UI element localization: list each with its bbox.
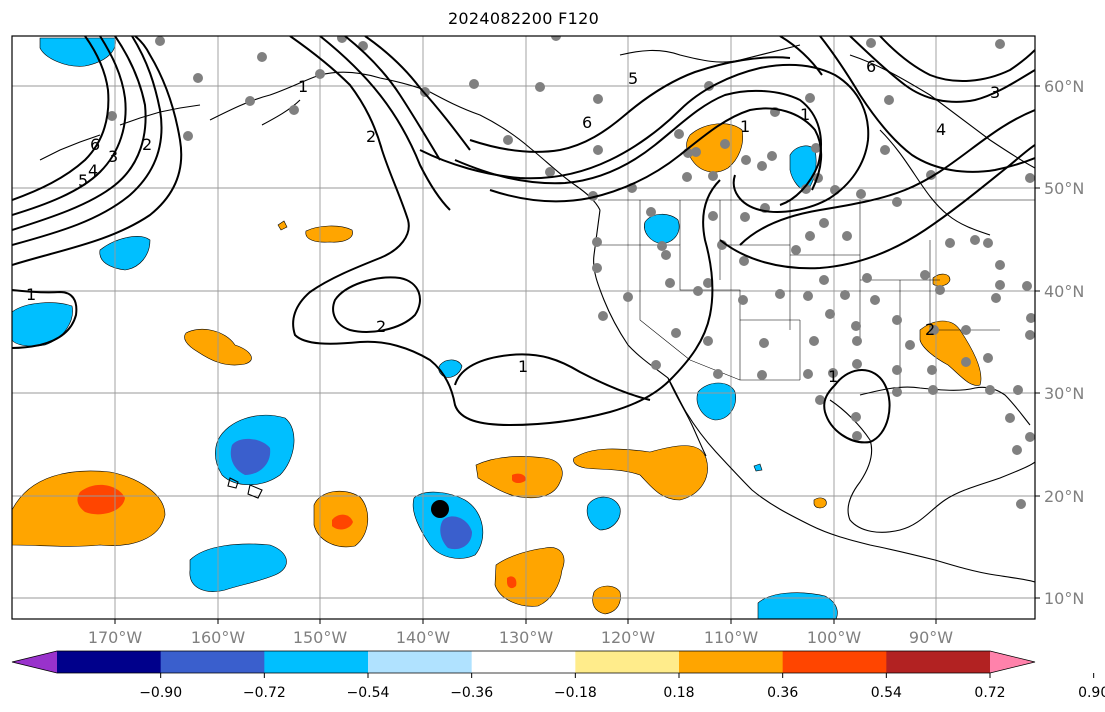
colorbar-tick-label: 0.36 — [767, 685, 798, 701]
colorbar-ticks: −0.90 −0.72 −0.54 −0.36 −0.18 0.18 0.36 0.54 0.7… — [139, 673, 1105, 701]
contour-label: 5 — [78, 171, 88, 190]
colorbar-tick-label: −0.90 — [139, 685, 182, 701]
colorbar-extend-max — [990, 651, 1035, 673]
negative-anomaly-region — [99, 236, 151, 271]
positive-anomaly-region — [919, 320, 982, 386]
colorbar-segment — [782, 651, 887, 673]
positive-anomaly-region — [77, 484, 125, 515]
positive-anomaly-region — [332, 514, 353, 530]
colorbar-segment — [264, 651, 369, 673]
positive-anomaly-region — [512, 473, 526, 483]
contour-label: 6 — [90, 135, 100, 154]
colorbar-tick-label: 0.54 — [871, 685, 902, 701]
negative-anomaly-region — [440, 516, 472, 550]
lat-label: 30°N — [1044, 384, 1084, 403]
contour-lines — [12, 36, 1035, 444]
positive-anomaly-region — [494, 547, 565, 607]
colorbar-segment — [57, 651, 162, 673]
contour-label: 1 — [740, 117, 750, 136]
contour-labels: 1 2 3 4 5 6 2 1 1 2 1 1 1 2 5 6 3 4 6 — [26, 57, 1000, 386]
negative-anomaly-region — [757, 592, 838, 619]
political-boundaries — [598, 199, 1035, 390]
storm-center-marker — [431, 500, 449, 518]
contour-label: 2 — [376, 317, 386, 336]
lon-label: 120°W — [601, 628, 656, 647]
colorbar-segment — [886, 651, 991, 673]
longitude-labels: 170°W 160°W 150°W 140°W 130°W 120°W 110°… — [88, 628, 953, 647]
contour-label: 1 — [518, 357, 528, 376]
colorbar-tick-label: −0.18 — [554, 685, 597, 701]
lon-label: 160°W — [191, 628, 246, 647]
lat-label: 20°N — [1044, 487, 1084, 506]
contour-label: 5 — [628, 69, 638, 88]
contour-label: 3 — [108, 147, 118, 166]
contour-label: 1 — [298, 77, 308, 96]
negative-anomaly-region — [12, 302, 73, 347]
gridlines — [12, 36, 1035, 619]
colorbar-segments — [11, 650, 1036, 674]
positive-anomaly-region — [277, 220, 288, 231]
coastlines — [39, 44, 1035, 583]
lat-label: 40°N — [1044, 282, 1084, 301]
lon-label: 170°W — [88, 628, 143, 647]
positive-anomaly-region — [592, 585, 621, 615]
contour-label: 1 — [800, 105, 810, 124]
colorbar-segment — [471, 651, 576, 673]
negative-anomaly-region — [230, 438, 271, 475]
negative-anomaly-region — [586, 496, 621, 531]
colorbar-segment — [160, 651, 265, 673]
colorbar-tick-label: −0.54 — [347, 685, 390, 701]
colorbar-tick-label: 0.90 — [1078, 685, 1105, 701]
colorbar-tick-label: −0.72 — [243, 685, 286, 701]
positive-anomaly-region — [573, 445, 708, 501]
positive-anomaly-region — [305, 225, 353, 243]
lon-label: 100°W — [807, 628, 862, 647]
positive-anomaly-region — [507, 576, 517, 589]
anomaly-fill-layer — [12, 37, 982, 619]
contour-label: 4 — [88, 161, 98, 180]
contour-label: 1 — [828, 367, 838, 386]
lon-label: 130°W — [499, 628, 554, 647]
station-dots — [107, 36, 1035, 509]
contour-label: 3 — [990, 83, 1000, 102]
colorbar-segment — [679, 651, 784, 673]
axis-ticks — [114, 85, 1040, 624]
colorbar-segment — [575, 651, 680, 673]
colorbar-tick-label: 0.18 — [663, 685, 694, 701]
negative-anomaly-region — [696, 382, 736, 421]
lat-label: 50°N — [1044, 179, 1084, 198]
latitude-labels: 60°N 50°N 40°N 30°N 20°N 10°N — [1044, 77, 1084, 608]
lat-label: 60°N — [1044, 77, 1084, 96]
positive-anomaly-region — [813, 497, 827, 509]
contour-label: 6 — [866, 57, 876, 76]
chart-title: 2024082200 F120 — [447, 9, 600, 28]
lon-label: 140°W — [396, 628, 451, 647]
contour-label: 1 — [26, 285, 36, 304]
colorbar-segment — [368, 651, 473, 673]
contour-label: 2 — [925, 320, 935, 339]
lon-label: 110°W — [704, 628, 759, 647]
colorbar-outline — [11, 650, 1036, 674]
map-frame — [11, 35, 1036, 620]
colorbar-extend-min — [12, 651, 57, 673]
contour-label: 4 — [936, 120, 946, 139]
contour-label: 2 — [142, 135, 152, 154]
negative-anomaly-region — [753, 463, 763, 472]
contour-label: 2 — [366, 127, 376, 146]
negative-anomaly-region — [644, 213, 680, 245]
lon-label: 90°W — [909, 628, 953, 647]
contour-label: 6 — [582, 113, 592, 132]
colorbar-tick-label: 0.72 — [974, 685, 1005, 701]
lon-label: 150°W — [293, 628, 348, 647]
lat-label: 10°N — [1044, 589, 1084, 608]
negative-anomaly-region — [189, 543, 287, 592]
colorbar-tick-label: −0.36 — [450, 685, 493, 701]
